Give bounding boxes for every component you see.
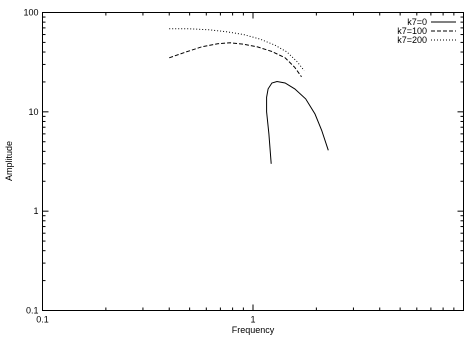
x-axis-label: Frequency — [232, 325, 275, 335]
y-tick-label: 1 — [33, 206, 38, 216]
y-axis-label: Amplitude — [4, 141, 14, 181]
legend-label: k7=200 — [397, 35, 427, 45]
y-tick-label: 10 — [28, 107, 38, 117]
plot-frame — [42, 12, 464, 311]
x-tick-label: 0.1 — [36, 315, 49, 325]
series-lines — [169, 28, 329, 164]
series-line-k7-100 — [169, 42, 302, 78]
series-line-k7-200 — [169, 28, 305, 71]
series-line-k7-0 — [266, 80, 329, 164]
axis-ticks — [42, 12, 464, 311]
x-tick-label: 1 — [250, 315, 255, 325]
y-tick-label: 100 — [23, 8, 38, 18]
tick-labels: 0.1 1 0.1 1 10 100 — [23, 8, 255, 325]
legend-label: k7=100 — [397, 26, 427, 36]
legend-label: k7=0 — [407, 17, 427, 27]
y-tick-label: 0.1 — [26, 306, 39, 316]
